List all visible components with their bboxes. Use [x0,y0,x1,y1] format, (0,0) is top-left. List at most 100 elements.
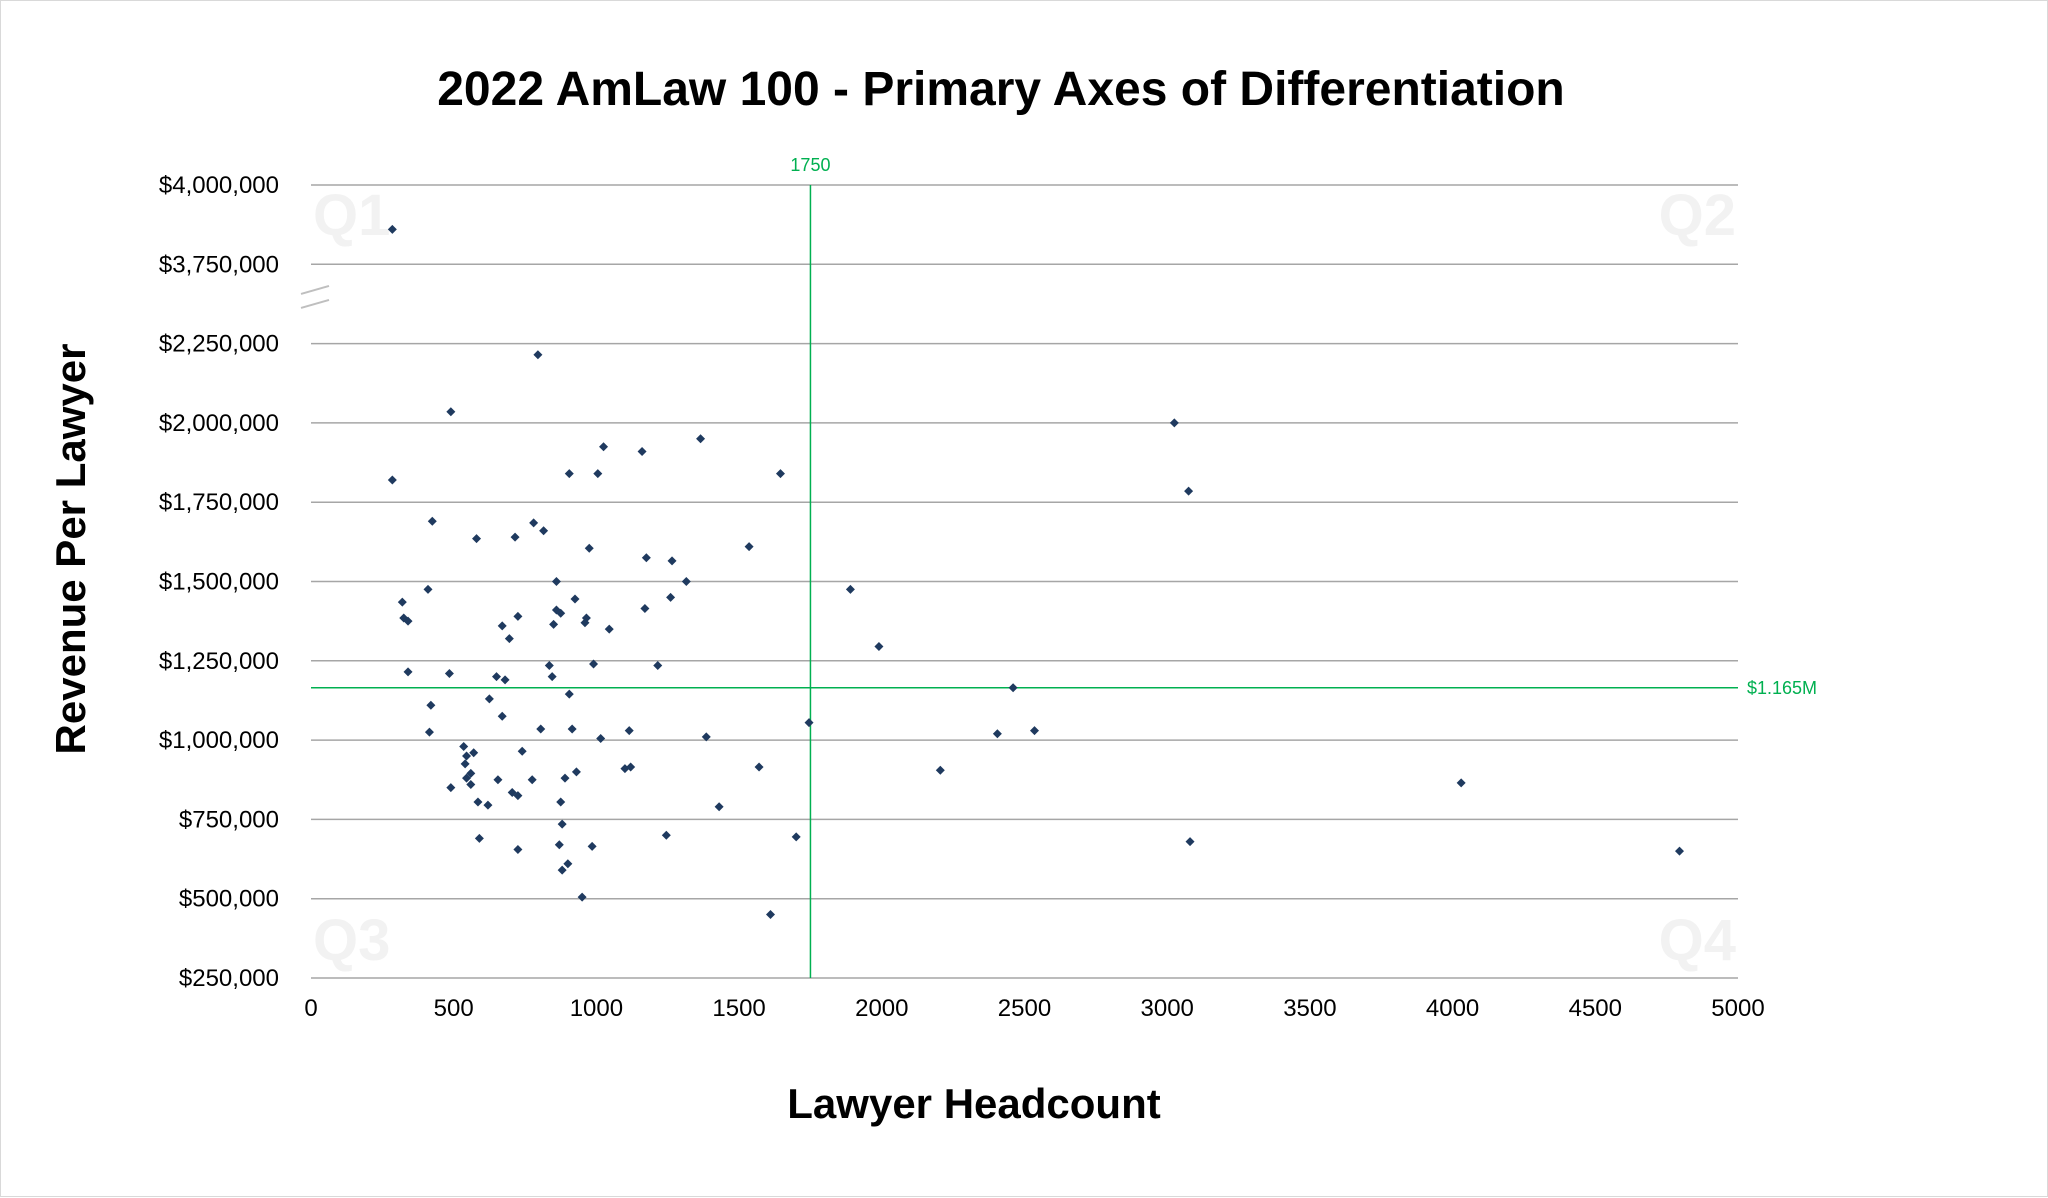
data-point [504,634,514,644]
data-point [653,661,663,671]
data-point [529,518,539,528]
data-point [589,659,599,669]
y-tick-label: $2,000,000 [159,410,279,437]
y-tick-label: $1,250,000 [159,648,279,675]
data-point [563,859,573,869]
data-point [666,592,676,602]
data-point [560,773,570,783]
data-point [557,819,567,829]
data-point [473,797,483,807]
data-point [1169,418,1179,428]
data-point [397,597,407,607]
x-tick-label: 2500 [998,995,1051,1022]
x-axis-title: Lawyer Headcount [787,1080,1160,1127]
data-point [1184,486,1194,496]
y-tick-label: $500,000 [179,886,279,913]
y-tick-label: $750,000 [179,806,279,833]
y-tick-label: $250,000 [179,965,279,992]
data-point [556,797,566,807]
data-point [564,469,574,479]
data-point [483,800,493,810]
data-point [754,762,764,772]
reference-label-vertical: 1750 [790,155,830,175]
data-point [557,865,567,875]
quadrant-label-q1: Q1 [313,183,390,248]
data-point [551,577,561,586]
data-point [641,553,651,563]
data-point [701,732,711,742]
data-point [554,840,564,850]
data-point [696,434,706,444]
data-point [472,534,482,544]
data-point [444,668,454,678]
data-point [714,802,724,812]
data-point [1008,683,1018,693]
data-point [493,775,503,785]
y-tick-label: $3,750,000 [159,251,279,278]
data-point [536,724,546,734]
data-point [667,556,677,566]
data-point [1456,778,1466,788]
data-point [547,672,557,682]
y-tick-label: $2,250,000 [159,331,279,358]
data-point [492,672,502,682]
tick-labels: $250,000 $500,000 $750,000 $1,000,000 $1,250… [159,172,1765,1022]
data-point [466,768,476,778]
x-tick-label: 3000 [1141,995,1194,1022]
data-point [462,751,472,761]
data-point [580,618,590,628]
data-point [387,475,397,485]
data-point [513,791,523,801]
data-point [661,830,671,840]
data-points [387,224,1684,920]
x-tick-label: 4500 [1569,995,1622,1022]
data-point [599,442,609,452]
data-point [497,711,507,721]
data-point [593,469,603,479]
data-point [571,767,581,777]
axis-break-mark [300,298,330,309]
data-point [466,780,476,790]
axis-break-mark [300,284,330,295]
data-point [584,543,594,553]
data-point [1029,726,1039,736]
data-point [570,594,580,604]
x-tick-label: 1500 [712,995,765,1022]
data-point [791,832,801,842]
data-point [874,642,884,652]
data-point [544,661,554,671]
data-point [567,724,577,734]
data-point [765,910,775,920]
quadrant-label-q4: Q4 [1659,908,1736,973]
x-tick-label: 0 [304,995,317,1022]
y-tick-label: $4,000,000 [159,172,279,199]
data-point [533,350,543,360]
data-point [577,892,587,902]
data-point [484,694,494,704]
x-tick-label: 5000 [1711,995,1764,1022]
data-point [446,783,456,793]
data-point [500,675,510,685]
data-point [387,224,397,234]
data-point [423,584,433,594]
data-point [459,741,469,751]
data-point [462,773,472,783]
reference-label-horizontal: $1.165M [1747,678,1817,698]
quadrant-labels: Q1 Q2 Q3 Q4 [313,183,1736,973]
data-point [403,667,413,677]
data-point [681,577,691,586]
data-point [497,621,507,631]
data-point [1674,846,1684,856]
y-tick-label: $1,000,000 [159,727,279,754]
data-point [510,532,520,542]
x-tick-label: 1000 [570,995,623,1022]
data-point [845,584,855,594]
data-point [637,446,647,456]
y-tick-label: $1,750,000 [159,489,279,516]
data-point [513,845,523,855]
data-point [1185,837,1195,847]
data-point [992,729,1002,739]
x-tick-label: 2000 [855,995,908,1022]
